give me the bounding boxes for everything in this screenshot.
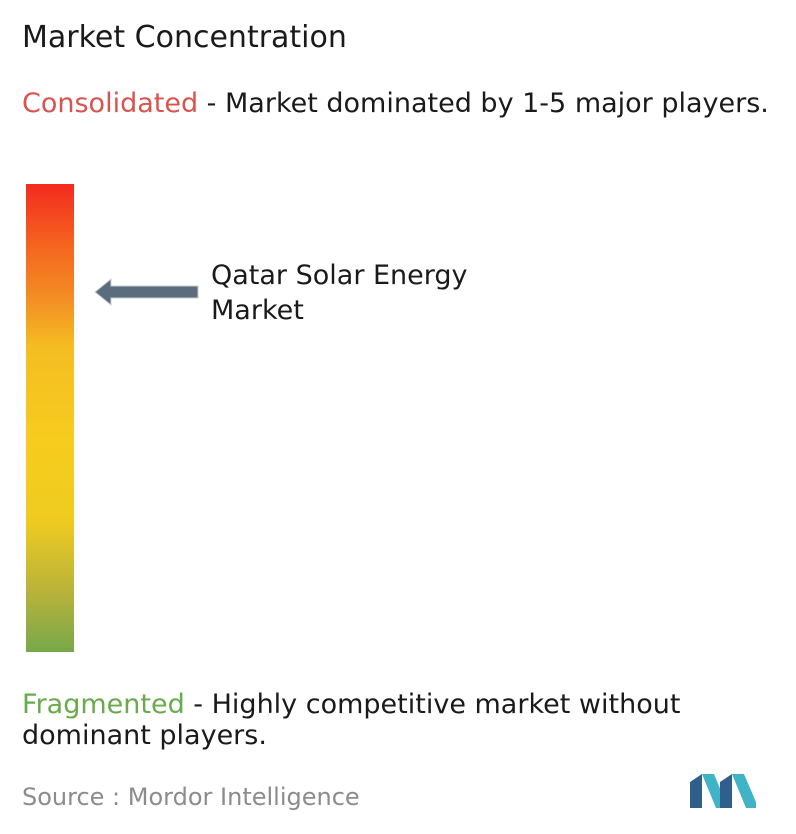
market-marker-label: Qatar Solar Energy Market [211,260,468,326]
chart-title: Market Concentration [22,20,347,55]
concentration-gradient-bar [26,184,74,652]
fragmented-description: Fragmented - Highly competitive market w… [22,689,782,751]
marker-arrow-icon [94,277,199,307]
source-credit: Source : Mordor Intelligence [22,783,360,811]
mordor-logo-icon [690,774,756,808]
consolidated-keyword: Consolidated [22,88,199,119]
fragmented-keyword: Fragmented [22,689,185,720]
fragmented-text: - Highly competitive market without domi… [22,689,681,751]
consolidated-description: Consolidated - Market dominated by 1-5 m… [22,88,782,119]
consolidated-text: - Market dominated by 1-5 major players. [198,88,769,119]
